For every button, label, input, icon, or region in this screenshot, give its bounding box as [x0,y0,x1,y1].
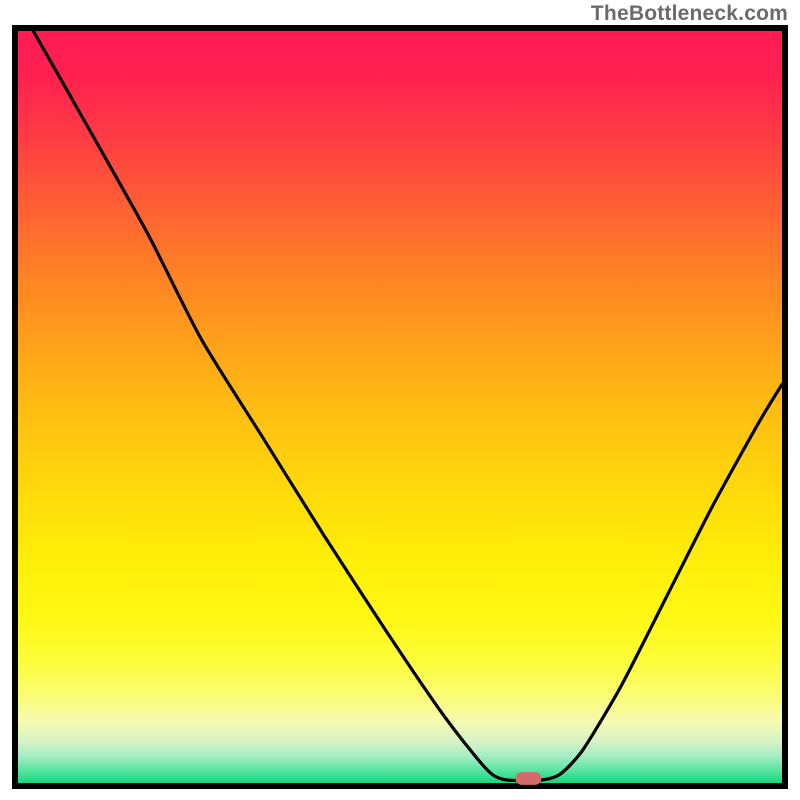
watermark-text: TheBottleneck.com [591,2,788,26]
chart-background [18,31,782,783]
bottleneck-chart [0,0,800,800]
bottleneck-marker [515,772,541,785]
chart-container: { "watermark": { "text": "TheBottleneck.… [0,0,800,800]
